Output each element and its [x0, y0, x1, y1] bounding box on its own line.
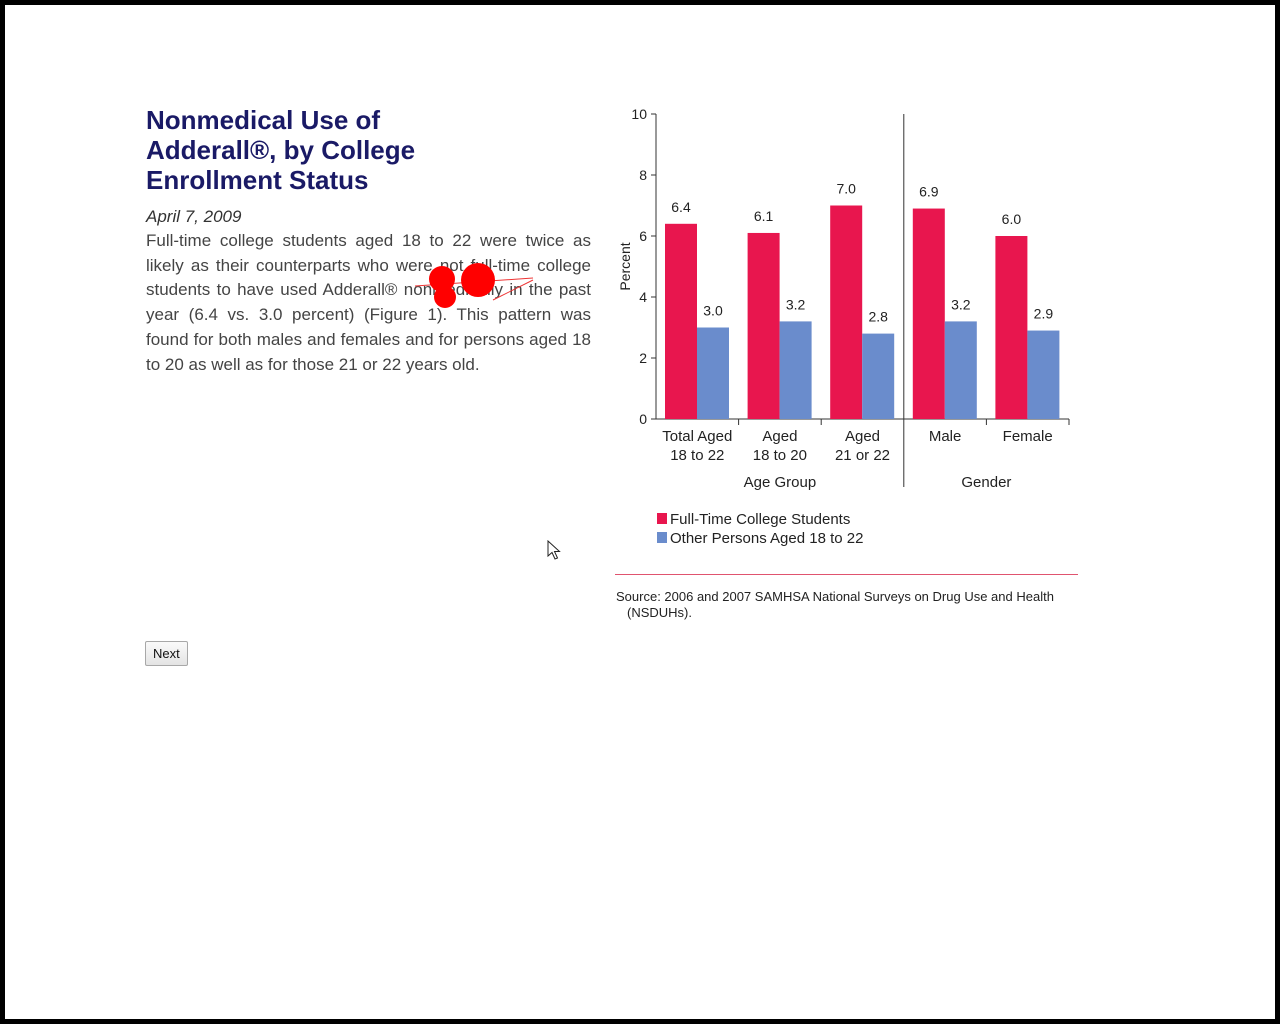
data-label: 3.2 [951, 296, 971, 312]
bar [665, 223, 697, 419]
bar [697, 327, 729, 419]
bar [1027, 330, 1060, 419]
bar [830, 205, 863, 419]
bar [912, 208, 945, 419]
data-label: 6.9 [919, 184, 939, 200]
bar-chart: 0 2 4 6 8 10 Percent 6.4 3.0 Total Aged 18 to 22 6.… [610, 105, 1080, 560]
x-tick-label: Total Aged [662, 428, 732, 445]
page-viewport: Nonmedical Use of Adderall®, by College … [5, 5, 1275, 1019]
data-label: 3.0 [703, 303, 723, 319]
y-tick-label: 6 [639, 228, 647, 244]
source-note: Source: 2006 and 2007 SAMHSA National Su… [616, 589, 1054, 620]
bar [944, 321, 977, 419]
y-tick-label: 0 [639, 411, 647, 427]
data-label: 2.8 [868, 309, 888, 325]
data-label: 6.1 [754, 208, 774, 224]
bar [779, 321, 812, 419]
x-tick-label: 21 or 22 [835, 447, 890, 464]
legend-swatch [657, 513, 667, 524]
legend-swatch [657, 532, 667, 543]
data-label: 3.2 [786, 296, 806, 312]
data-label: 7.0 [836, 181, 856, 197]
y-tick-label: 2 [639, 350, 647, 366]
article-date: April 7, 2009 [146, 207, 242, 226]
next-button[interactable]: Next [145, 641, 188, 666]
x-tick-label: Male [929, 428, 962, 445]
y-tick-label: 10 [631, 106, 647, 122]
data-label: 6.0 [1002, 211, 1022, 227]
legend-label: Other Persons Aged 18 to 22 [670, 530, 863, 547]
legend-label: Full-Time College Students [670, 511, 850, 528]
x-tick-label: 18 to 22 [670, 447, 724, 464]
bar [862, 333, 895, 419]
y-tick-label: 8 [639, 167, 647, 183]
x-tick-label: Female [1003, 428, 1053, 445]
red-annotation-marks [414, 263, 534, 308]
group-label: Age Group [744, 474, 817, 491]
group-label: Gender [961, 474, 1011, 491]
page-title: Nonmedical Use of Adderall®, by College … [146, 105, 416, 195]
source-divider [615, 574, 1078, 575]
data-label: 2.9 [1034, 306, 1054, 322]
data-label: 6.4 [671, 199, 691, 215]
bar [995, 236, 1028, 419]
y-tick-label: 4 [639, 289, 647, 305]
x-tick-label: 18 to 20 [753, 447, 807, 464]
x-tick-label: Aged [845, 428, 880, 445]
x-tick-label: Aged [762, 428, 797, 445]
y-axis-label: Percent [617, 242, 633, 290]
arrow-pointer-icon [547, 540, 561, 560]
chart-svg: 0 2 4 6 8 10 Percent 6.4 3.0 Total Aged 18 to 22 6.… [617, 106, 1070, 547]
bar [747, 232, 780, 419]
